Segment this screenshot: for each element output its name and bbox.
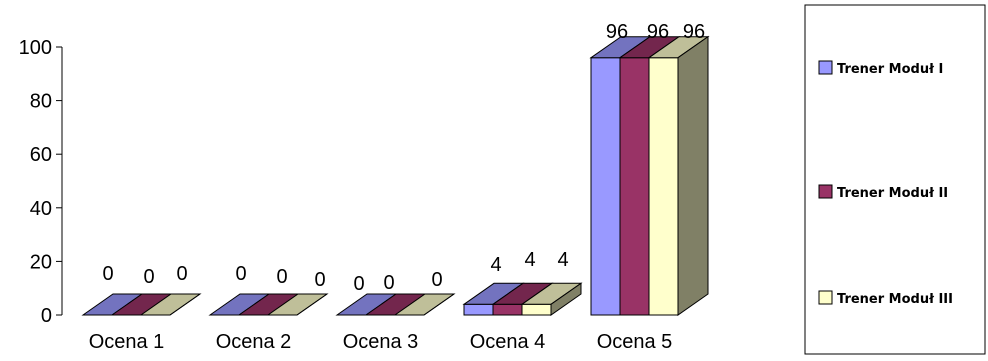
x-tick-label: Ocena 5 xyxy=(597,331,673,353)
x-tick-label: Ocena 3 xyxy=(343,331,419,353)
data-label: 4 xyxy=(490,254,501,276)
data-label: 4 xyxy=(557,249,568,271)
data-label: 0 xyxy=(431,269,442,291)
legend-box xyxy=(804,4,986,355)
y-tick-label: 60 xyxy=(30,144,52,166)
legend-label: Trener Moduł III xyxy=(837,292,953,307)
data-label: 0 xyxy=(176,263,187,285)
bar-front xyxy=(619,57,650,316)
y-tick-label: 20 xyxy=(30,251,52,273)
legend-label: Trener Moduł I xyxy=(837,62,943,77)
bar-side xyxy=(423,293,455,316)
legend-swatch xyxy=(818,184,833,199)
data-label: 0 xyxy=(102,263,113,285)
y-tick-label: 100 xyxy=(19,37,52,59)
y-tick-label: 0 xyxy=(41,305,52,327)
bar-front xyxy=(463,303,494,316)
data-label: 0 xyxy=(276,266,287,288)
data-label: 4 xyxy=(524,249,535,271)
bar-side xyxy=(677,35,709,316)
data-label: 0 xyxy=(353,273,364,295)
data-label: 96 xyxy=(606,21,628,43)
data-label: 0 xyxy=(143,266,154,288)
bar-side xyxy=(296,293,328,316)
y-tick-label: 40 xyxy=(30,198,52,220)
data-label: 96 xyxy=(647,21,669,43)
legend-label: Trener Moduł II xyxy=(837,186,948,201)
data-label: 0 xyxy=(314,269,325,291)
bar-side xyxy=(169,293,201,316)
data-label: 0 xyxy=(235,263,246,285)
x-tick-label: Ocena 4 xyxy=(470,331,546,353)
legend: Trener Moduł I Trener Moduł II Trener Modu… xyxy=(804,4,986,355)
bar-side xyxy=(550,282,582,316)
x-tick-label: Ocena 1 xyxy=(89,331,165,353)
bars xyxy=(81,35,710,316)
x-tick-label: Ocena 2 xyxy=(216,331,292,353)
bar-front xyxy=(648,57,679,316)
bar-front xyxy=(492,303,523,316)
bar-front xyxy=(521,303,552,316)
data-label: 96 xyxy=(683,21,705,43)
bar-front xyxy=(590,57,621,316)
legend-swatch xyxy=(818,290,833,305)
legend-swatch xyxy=(818,60,833,75)
data-labels: 0 0 0 0 0 0 0 0 04 4 496 96 96 xyxy=(102,21,705,295)
y-tick-label: 80 xyxy=(30,91,52,113)
data-label: 0 xyxy=(383,272,394,294)
